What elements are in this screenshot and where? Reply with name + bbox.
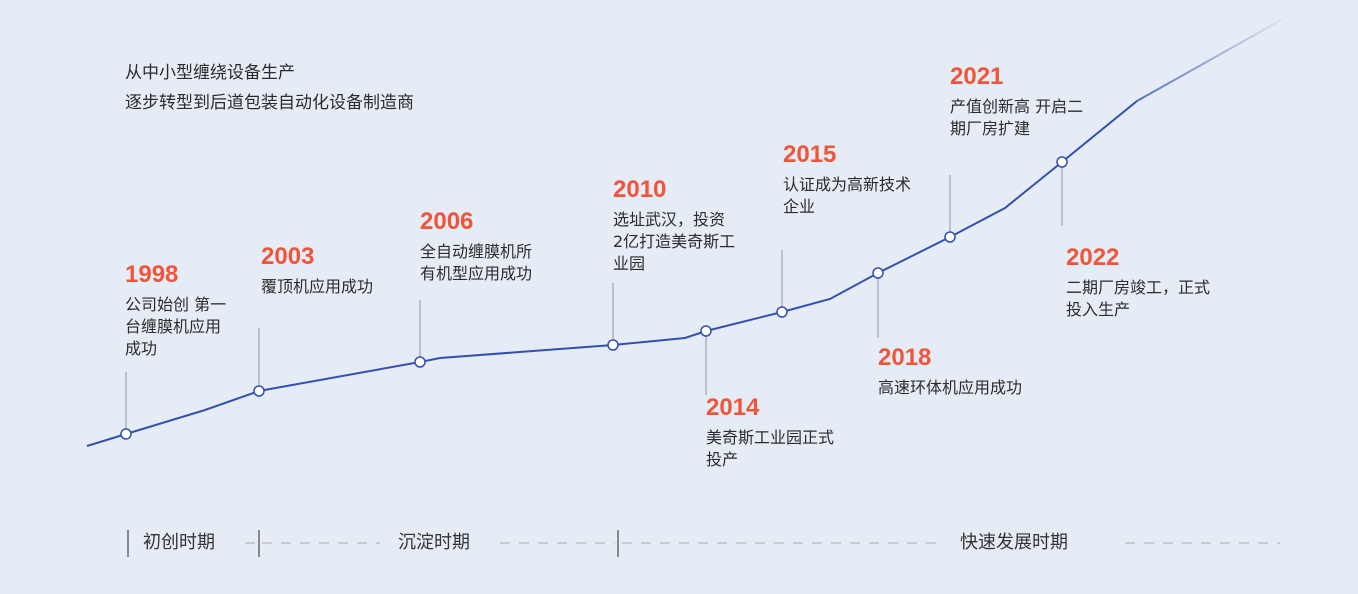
intro-line: 从中小型缠绕设备生产 — [125, 63, 295, 83]
milestone: 2003 覆顶机应用成功 — [261, 242, 373, 298]
description-line: 企业 — [783, 197, 816, 216]
description-line: 业园 — [613, 254, 646, 273]
milestone: 2018 高速环体机应用成功 — [878, 343, 1022, 399]
milestone-year: 1998 — [125, 261, 179, 288]
description-line: 投入生产 — [1066, 300, 1131, 319]
description-line: 二期厂房竣工，正式 — [1066, 278, 1211, 297]
milestone: 2022 二期厂房竣工，正式 投入生产 — [1066, 243, 1210, 321]
description-line: 有机型应用成功 — [420, 264, 533, 283]
milestone-year: 2015 — [783, 141, 837, 168]
milestone-description: 选址武汉，投资 2亿打造美奇斯工 业园 — [613, 209, 735, 275]
milestone-description: 覆顶机应用成功 — [261, 276, 373, 298]
milestone-description: 公司始创 第一 台缠膜机应用 成功 — [125, 294, 226, 360]
description-line: 覆顶机应用成功 — [261, 277, 374, 296]
milestone-dot — [607, 339, 619, 351]
milestone-dot — [253, 385, 265, 397]
milestone-description: 认证成为高新技术 企业 — [783, 174, 911, 218]
description-line: 台缠膜机应用 — [125, 317, 222, 336]
description-line: 认证成为高新技术 — [783, 175, 912, 194]
milestone-dot — [944, 231, 956, 243]
milestone-year: 2014 — [706, 394, 760, 421]
milestone-description: 美奇斯工业园正式 投产 — [706, 427, 834, 471]
description-line: 选址武汉，投资 — [613, 210, 726, 229]
milestone: 2006 全自动缠膜机所 有机型应用成功 — [420, 207, 532, 285]
milestone-dot — [776, 306, 788, 318]
milestone-year: 2003 — [261, 243, 315, 270]
milestone-dot — [1056, 156, 1068, 168]
description-line: 期厂房扩建 — [950, 119, 1031, 138]
description-line: 2亿打造美奇斯工 — [613, 232, 736, 251]
intro-text: 从中小型缠绕设备生产 逐步转型到后道包装自动化设备制造商 — [125, 58, 414, 118]
milestone-dot — [872, 267, 884, 279]
period-axis — [127, 530, 1280, 557]
description-line: 美奇斯工业园正式 — [706, 428, 835, 447]
description-line: 公司始创 第一 — [125, 295, 227, 314]
growth-line — [86, 100, 1138, 447]
growth-line-fade — [1136, 14, 1291, 102]
description-line: 投产 — [706, 450, 739, 469]
milestone-description: 高速环体机应用成功 — [878, 377, 1022, 399]
milestone-year: 2021 — [950, 63, 1004, 90]
milestone-year: 2006 — [420, 208, 474, 235]
period-label: 初创时期 — [143, 532, 215, 553]
milestone-year: 2010 — [613, 176, 667, 203]
description-line: 高速环体机应用成功 — [878, 378, 1023, 397]
milestone-dot — [120, 428, 132, 440]
milestone: 2021 产值创新高 开启二 期厂房扩建 — [950, 62, 1083, 140]
description-line: 成功 — [125, 339, 158, 358]
milestone-description: 全自动缠膜机所 有机型应用成功 — [420, 241, 532, 285]
intro-line: 逐步转型到后道包装自动化设备制造商 — [125, 93, 414, 113]
milestone-year: 2018 — [878, 344, 932, 371]
milestone: 2010 选址武汉，投资 2亿打造美奇斯工 业园 — [613, 175, 735, 275]
milestone-dot — [414, 356, 426, 368]
period-label: 沉淀时期 — [398, 532, 470, 553]
milestone-dot — [700, 325, 712, 337]
milestone-description: 二期厂房竣工，正式 投入生产 — [1066, 277, 1210, 321]
milestone: 1998 公司始创 第一 台缠膜机应用 成功 — [125, 260, 226, 360]
description-line: 全自动缠膜机所 — [420, 242, 533, 261]
description-line: 产值创新高 开启二 — [950, 97, 1084, 116]
milestone-description: 产值创新高 开启二 期厂房扩建 — [950, 96, 1083, 140]
milestone: 2015 认证成为高新技术 企业 — [783, 140, 911, 218]
period-label: 快速发展时期 — [960, 532, 1068, 553]
milestone: 2014 美奇斯工业园正式 投产 — [706, 393, 834, 471]
milestone-year: 2022 — [1066, 244, 1120, 271]
